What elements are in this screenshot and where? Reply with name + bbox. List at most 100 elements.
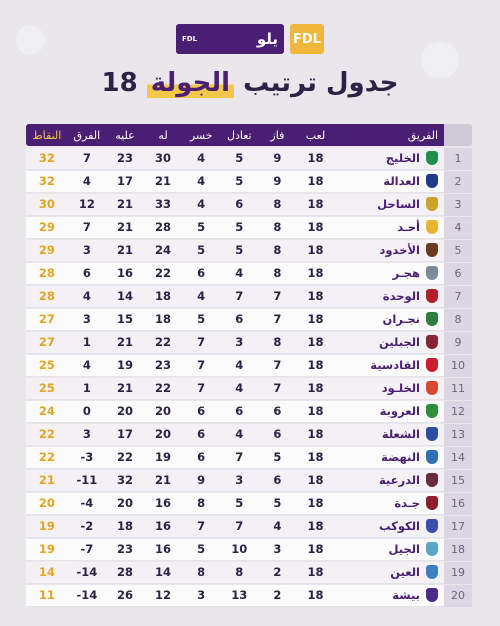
lost-cell: 7	[197, 519, 206, 534]
row-body: الوحدة 18 7 7 4 18 14 4 28	[26, 286, 444, 308]
played-cell: 18	[307, 266, 324, 281]
header-for: له	[158, 128, 168, 142]
points-cell: 29	[38, 220, 55, 235]
title-prefix: جدول ترتيب	[234, 68, 399, 98]
header-drawn: تعادل	[226, 128, 252, 142]
row-body: الساحل 18 8 6 4 33 21 12 30	[26, 194, 444, 216]
points-cell: 19	[38, 519, 55, 534]
team-cell: الوحدة	[335, 289, 444, 304]
team-crest-icon	[426, 496, 438, 511]
played-cell: 18	[307, 312, 324, 327]
team-name: بيشة	[392, 588, 420, 603]
drawn-cell: 7	[235, 289, 244, 304]
lost-cell: 9	[197, 473, 206, 488]
played-cell: 18	[307, 450, 324, 465]
against-cell: 21	[116, 335, 133, 350]
points-cell: 11	[38, 588, 55, 603]
points-cell: 21	[38, 473, 55, 488]
against-cell: 18	[116, 519, 133, 534]
row-body: الخليج 18 9 5 4 30 23 7 32	[26, 148, 444, 170]
team-crest-icon	[426, 312, 438, 327]
diff-cell: -11	[76, 473, 98, 488]
lost-cell: 5	[197, 312, 206, 327]
drawn-cell: 3	[235, 473, 244, 488]
won-cell: 2	[273, 588, 282, 603]
team-name: الكوكب	[378, 519, 420, 534]
team-crest-icon	[426, 565, 438, 580]
table-row: 13 الشعلة 18 6 4 6 20 17 3 22	[26, 424, 472, 446]
table-row: 19 العين 18 2 8 8 14 28 -14 14	[26, 562, 472, 584]
points-cell: 22	[38, 427, 55, 442]
row-body: أحـد 18 8 5 5 28 21 7 29	[26, 217, 444, 239]
won-cell: 8	[273, 335, 282, 350]
diff-cell: -7	[80, 542, 94, 557]
table-row: 16 جـدة 18 5 5 8 16 20 -4 20	[26, 493, 472, 515]
played-cell: 18	[307, 519, 324, 534]
lost-cell: 4	[197, 151, 206, 166]
rank-cell: 19	[444, 562, 472, 584]
against-cell: 21	[116, 220, 133, 235]
table-row: 14 النهضة 18 5 7 6 19 22 -3 22	[26, 447, 472, 469]
fdl-logo: FDL	[290, 24, 324, 54]
table-row: 6 هجـر 18 8 4 6 22 16 6 28	[26, 263, 472, 285]
row-body: الجبلين 18 8 3 7 22 21 1 27	[26, 332, 444, 354]
won-cell: 8	[273, 243, 282, 258]
drawn-cell: 13	[231, 588, 248, 603]
team-crest-icon	[426, 542, 438, 557]
against-cell: 14	[116, 289, 133, 304]
won-cell: 3	[273, 542, 282, 557]
team-crest-icon	[426, 427, 438, 442]
rank-cell: 1	[444, 148, 472, 170]
drawn-cell: 5	[235, 496, 244, 511]
against-cell: 28	[116, 565, 133, 580]
won-cell: 5	[273, 450, 282, 465]
drawn-cell: 5	[235, 220, 244, 235]
drawn-cell: 4	[235, 427, 244, 442]
team-crest-icon	[426, 450, 438, 465]
diff-cell: 1	[82, 335, 91, 350]
diff-cell: 3	[82, 427, 91, 442]
played-cell: 18	[307, 473, 324, 488]
yelo-brand: يلو	[256, 30, 278, 48]
drawn-cell: 6	[235, 197, 244, 212]
lost-cell: 5	[197, 542, 206, 557]
rank-cell: 6	[444, 263, 472, 285]
table-row: 9 الجبلين 18 8 3 7 22 21 1 27	[26, 332, 472, 354]
team-crest-icon	[426, 174, 438, 189]
for-cell: 33	[155, 197, 172, 212]
table-row: 8 نجـران 18 7 6 5 18 15 3 27	[26, 309, 472, 331]
against-cell: 26	[116, 588, 133, 603]
won-cell: 6	[273, 404, 282, 419]
won-cell: 9	[273, 151, 282, 166]
points-cell: 19	[38, 542, 55, 557]
played-cell: 18	[307, 496, 324, 511]
table-row: 18 الجيل 18 3 10 5 16 23 -7 19	[26, 539, 472, 561]
rank-cell: 4	[444, 217, 472, 239]
rank-cell: 14	[444, 447, 472, 469]
lost-cell: 7	[197, 381, 206, 396]
rank-cell: 9	[444, 332, 472, 354]
table-row: 10 القادسية 18 7 4 7 23 19 4 25	[26, 355, 472, 377]
diff-cell: 4	[82, 174, 91, 189]
drawn-cell: 5	[235, 243, 244, 258]
won-cell: 8	[273, 220, 282, 235]
drawn-cell: 4	[235, 381, 244, 396]
header-bar: الفريق لعب فاز تعادل خسر له عليه الفرق ا…	[26, 124, 444, 146]
against-cell: 22	[116, 450, 133, 465]
diff-cell: 12	[78, 197, 95, 212]
against-cell: 23	[116, 151, 133, 166]
drawn-cell: 6	[235, 312, 244, 327]
team-cell: العروبة	[335, 404, 444, 419]
won-cell: 8	[273, 266, 282, 281]
team-name: الشعلة	[381, 427, 420, 442]
league-tag: FDL	[182, 34, 198, 43]
points-cell: 20	[38, 496, 55, 511]
played-cell: 18	[307, 197, 324, 212]
diff-cell: 0	[82, 404, 91, 419]
lost-cell: 6	[197, 266, 206, 281]
table-row: 12 العروبة 18 6 6 6 20 20 0 24	[26, 401, 472, 423]
team-cell: الكوكب	[335, 519, 444, 534]
team-crest-icon	[426, 404, 438, 419]
team-name: نجـران	[382, 312, 420, 327]
played-cell: 18	[307, 427, 324, 442]
